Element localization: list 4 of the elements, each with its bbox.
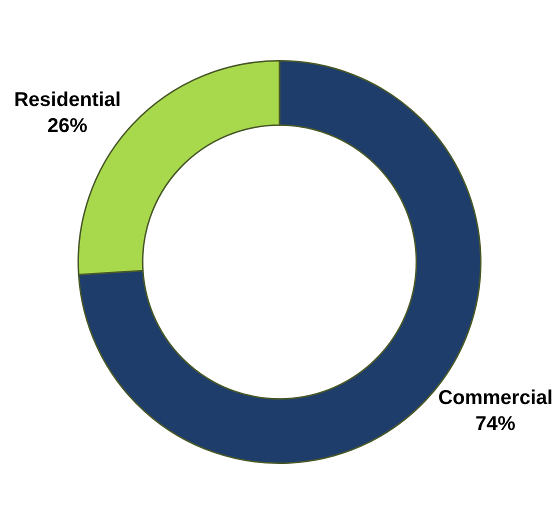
slice-label: Commercial xyxy=(438,387,553,410)
data-label: 74% xyxy=(475,413,516,436)
data-label: 26% xyxy=(47,114,88,137)
slice-label: Residential xyxy=(14,88,121,111)
